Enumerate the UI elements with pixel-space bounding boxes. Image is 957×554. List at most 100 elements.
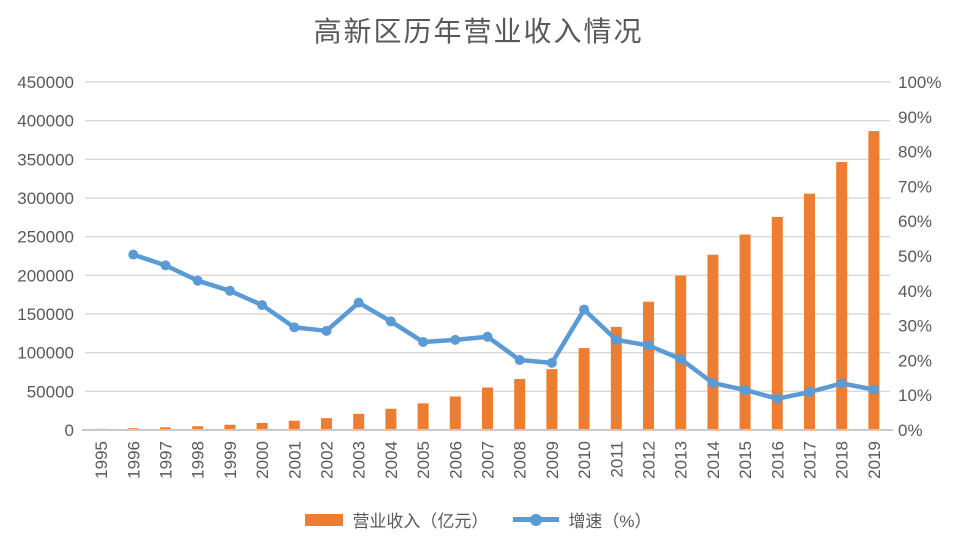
bar-2006 xyxy=(449,396,461,430)
growth-line xyxy=(131,252,877,401)
bar-2007 xyxy=(482,387,493,430)
y-right-tick-label: 50% xyxy=(898,247,932,266)
y-left-tick-label: 400000 xyxy=(17,112,74,131)
x-tick-label-2016: 2016 xyxy=(768,441,787,479)
chart-title: 高新区历年营业收入情况 xyxy=(313,15,644,48)
bar-2017 xyxy=(804,193,815,430)
legend-revenue-label: 营业收入（亿元） xyxy=(352,512,489,531)
growth-marker-2008 xyxy=(514,355,525,366)
bar-2001 xyxy=(288,420,300,430)
bar-2000 xyxy=(256,422,268,430)
y-left-tick-label: 200000 xyxy=(17,266,74,285)
legend-growth-label: 增速（%） xyxy=(568,512,652,531)
bar-2008 xyxy=(514,378,526,430)
x-tick-label-2003: 2003 xyxy=(350,441,369,479)
y-left-tick-label: 250000 xyxy=(17,228,74,247)
legend-revenue-swatch xyxy=(305,513,344,526)
x-tick-label-2009: 2009 xyxy=(543,441,562,479)
bar-1998 xyxy=(192,426,204,430)
growth-marker-2013 xyxy=(675,354,686,365)
x-tick-label-1995: 1995 xyxy=(92,441,111,479)
y-left-tick-label: 0 xyxy=(65,421,74,440)
growth-marker-2005 xyxy=(418,336,429,347)
x-tick-label-1998: 1998 xyxy=(189,441,208,479)
growth-marker-2006 xyxy=(450,334,461,345)
bar-1997 xyxy=(160,427,171,430)
x-tick-label-1999: 1999 xyxy=(221,441,240,479)
y-right-tick-label: 90% xyxy=(898,108,932,127)
y-right-tick-label: 0% xyxy=(898,421,923,440)
bar-2002 xyxy=(321,418,332,430)
growth-marker-2009 xyxy=(546,357,557,368)
legend-growth-marker-icon xyxy=(530,513,543,526)
bar-2019 xyxy=(868,131,880,431)
bar-2003 xyxy=(353,413,365,430)
y-left-tick-label: 150000 xyxy=(17,305,74,324)
x-tick-label-2014: 2014 xyxy=(704,441,723,479)
x-tick-label-1997: 1997 xyxy=(157,441,176,479)
bar-2018 xyxy=(836,162,848,430)
x-tick-label-2006: 2006 xyxy=(446,441,465,479)
y-right-tick-label: 10% xyxy=(898,386,932,405)
bar-2016 xyxy=(771,216,783,430)
growth-marker-2007 xyxy=(482,331,493,342)
growth-marker-2010 xyxy=(579,304,590,315)
growth-marker-2015 xyxy=(740,384,751,395)
y-left-tick-label: 100000 xyxy=(17,344,74,363)
bar-2015 xyxy=(739,234,751,430)
legend-growth-swatch xyxy=(513,513,560,526)
y-left-tick-label: 300000 xyxy=(17,189,74,208)
bar-1999 xyxy=(224,424,236,430)
x-tick-label-2001: 2001 xyxy=(285,441,304,479)
growth-marker-2012 xyxy=(643,340,654,351)
growth-marker-2002 xyxy=(321,325,332,336)
bar-2012 xyxy=(643,301,654,430)
x-tick-label-2000: 2000 xyxy=(253,441,272,479)
bar-2010 xyxy=(578,348,590,430)
x-tick-label-2010: 2010 xyxy=(575,441,594,479)
x-tick-label-2013: 2013 xyxy=(672,441,691,479)
y-right-tick-label: 70% xyxy=(898,177,932,196)
bar-2011 xyxy=(610,326,622,430)
growth-marker-2019 xyxy=(868,384,879,395)
growth-marker-2003 xyxy=(353,297,364,308)
x-tick-label-2005: 2005 xyxy=(414,441,433,479)
x-tick-label-2002: 2002 xyxy=(318,441,337,479)
bar-2013 xyxy=(675,275,687,430)
x-tick-label-2017: 2017 xyxy=(801,441,820,479)
growth-marker-2011 xyxy=(611,334,622,345)
y-left-tick-label: 450000 xyxy=(17,73,74,92)
bar-2004 xyxy=(385,408,397,430)
y-left-tick-label: 350000 xyxy=(17,150,74,169)
growth-marker-2014 xyxy=(707,378,718,389)
growth-marker-2017 xyxy=(804,387,815,398)
chart-legend: 营业收入（亿元） 增速（%） xyxy=(0,507,957,532)
x-tick-label-2011: 2011 xyxy=(607,441,626,478)
y-right-tick-label: 30% xyxy=(898,317,932,336)
x-tick-label-2018: 2018 xyxy=(833,441,852,479)
growth-marker-2001 xyxy=(289,322,300,333)
y-right-tick-label: 80% xyxy=(898,143,932,162)
bar-2005 xyxy=(417,403,429,430)
growth-marker-1996 xyxy=(128,249,139,260)
growth-marker-2016 xyxy=(772,393,783,404)
growth-marker-2004 xyxy=(385,316,396,327)
x-tick-label-2007: 2007 xyxy=(479,441,498,479)
bar-2014 xyxy=(707,254,719,430)
y-left-tick-label: 50000 xyxy=(27,382,74,401)
growth-marker-1999 xyxy=(224,285,235,296)
growth-marker-1998 xyxy=(192,275,203,286)
y-right-tick-label: 20% xyxy=(898,351,932,370)
growth-marker-2018 xyxy=(836,378,847,389)
x-tick-label-1996: 1996 xyxy=(124,441,143,479)
x-tick-label-2004: 2004 xyxy=(382,441,401,479)
y-right-tick-label: 40% xyxy=(898,282,932,301)
x-tick-label-2015: 2015 xyxy=(736,441,755,479)
y-right-tick-label: 60% xyxy=(898,212,932,231)
growth-marker-2000 xyxy=(257,300,268,311)
growth-marker-1997 xyxy=(160,260,171,271)
x-tick-label-2012: 2012 xyxy=(640,441,659,479)
x-tick-label-2019: 2019 xyxy=(865,441,884,479)
